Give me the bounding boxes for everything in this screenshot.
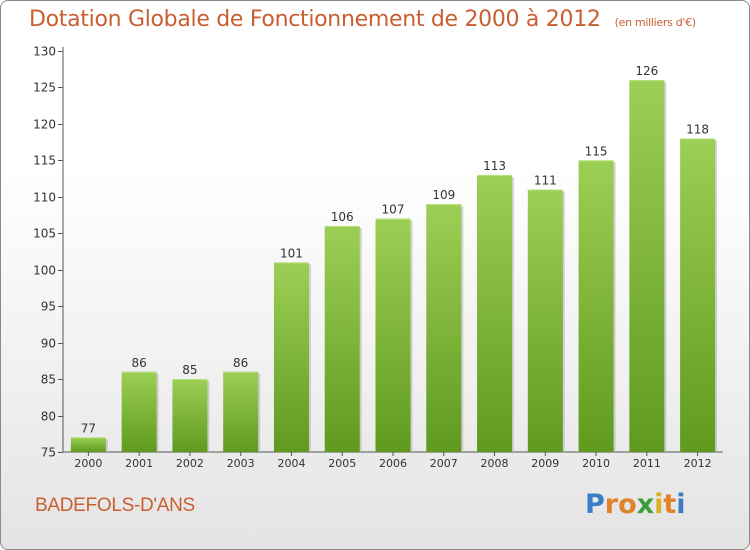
logo-letter: P bbox=[585, 489, 605, 520]
y-tick-label: 85 bbox=[41, 373, 56, 387]
chart-title-text: Dotation Globale de Fonctionnement de 20… bbox=[29, 7, 601, 32]
data-label: 115 bbox=[585, 144, 608, 158]
logo-letter: i bbox=[654, 489, 664, 520]
x-tick-label: 2007 bbox=[430, 457, 458, 470]
chart-subtitle: (en milliers d'€) bbox=[614, 16, 696, 29]
x-tick-label: 2001 bbox=[125, 457, 153, 470]
logo-letter: i bbox=[676, 489, 686, 520]
x-tick-label: 2008 bbox=[481, 457, 509, 470]
bar bbox=[324, 225, 360, 452]
x-tick-label: 2005 bbox=[328, 457, 356, 470]
x-tick-label: 2010 bbox=[582, 457, 610, 470]
data-label: 106 bbox=[331, 210, 354, 224]
y-tick-label: 120 bbox=[33, 118, 56, 132]
data-label: 77 bbox=[81, 421, 96, 435]
x-tick-label: 2012 bbox=[684, 457, 712, 470]
x-tick-label: 2002 bbox=[176, 457, 204, 470]
data-label: 109 bbox=[432, 188, 455, 202]
y-tick-label: 110 bbox=[33, 191, 56, 205]
bar bbox=[527, 189, 563, 452]
data-label: 86 bbox=[132, 356, 147, 370]
data-label: 118 bbox=[686, 122, 709, 136]
bar bbox=[477, 174, 513, 453]
logo-letter: t bbox=[663, 489, 677, 520]
x-tick-label: 2003 bbox=[227, 457, 255, 470]
y-tick-label: 125 bbox=[33, 81, 56, 95]
data-label: 113 bbox=[483, 159, 506, 173]
bar bbox=[223, 371, 259, 452]
chart-title: Dotation Globale de Fonctionnement de 20… bbox=[29, 7, 696, 32]
bar bbox=[680, 138, 716, 452]
bar bbox=[172, 379, 208, 452]
y-tick-label: 130 bbox=[33, 45, 56, 59]
data-label: 101 bbox=[280, 246, 303, 260]
logo-letter: r bbox=[604, 489, 619, 520]
logo-letter: x bbox=[636, 489, 655, 520]
data-label: 107 bbox=[382, 203, 405, 217]
bar bbox=[578, 160, 614, 452]
bar bbox=[375, 218, 411, 452]
x-tick-label: 2009 bbox=[531, 457, 559, 470]
bar bbox=[121, 371, 157, 452]
bar bbox=[629, 80, 665, 452]
y-tick-label: 100 bbox=[33, 264, 56, 278]
y-tick-label: 105 bbox=[33, 227, 56, 241]
bar bbox=[70, 437, 106, 452]
data-label: 85 bbox=[182, 363, 197, 377]
y-tick-label: 90 bbox=[41, 337, 56, 351]
bar bbox=[273, 262, 309, 452]
commune-name: BADEFOLS-D'ANS bbox=[35, 495, 195, 516]
proxiti-logo: Proxiti bbox=[585, 489, 686, 520]
x-tick-label: 2000 bbox=[74, 457, 102, 470]
y-tick-label: 115 bbox=[33, 154, 56, 168]
y-tick-label: 80 bbox=[41, 410, 56, 424]
bar bbox=[426, 204, 462, 452]
data-label: 111 bbox=[534, 174, 557, 188]
x-tick-label: 2004 bbox=[277, 457, 305, 470]
x-tick-label: 2006 bbox=[379, 457, 407, 470]
data-label: 126 bbox=[635, 64, 658, 78]
y-tick-label: 75 bbox=[41, 446, 56, 460]
x-tick-label: 2011 bbox=[633, 457, 661, 470]
data-label: 86 bbox=[233, 356, 248, 370]
y-tick-label: 95 bbox=[41, 300, 56, 314]
logo-letter: o bbox=[618, 489, 637, 520]
